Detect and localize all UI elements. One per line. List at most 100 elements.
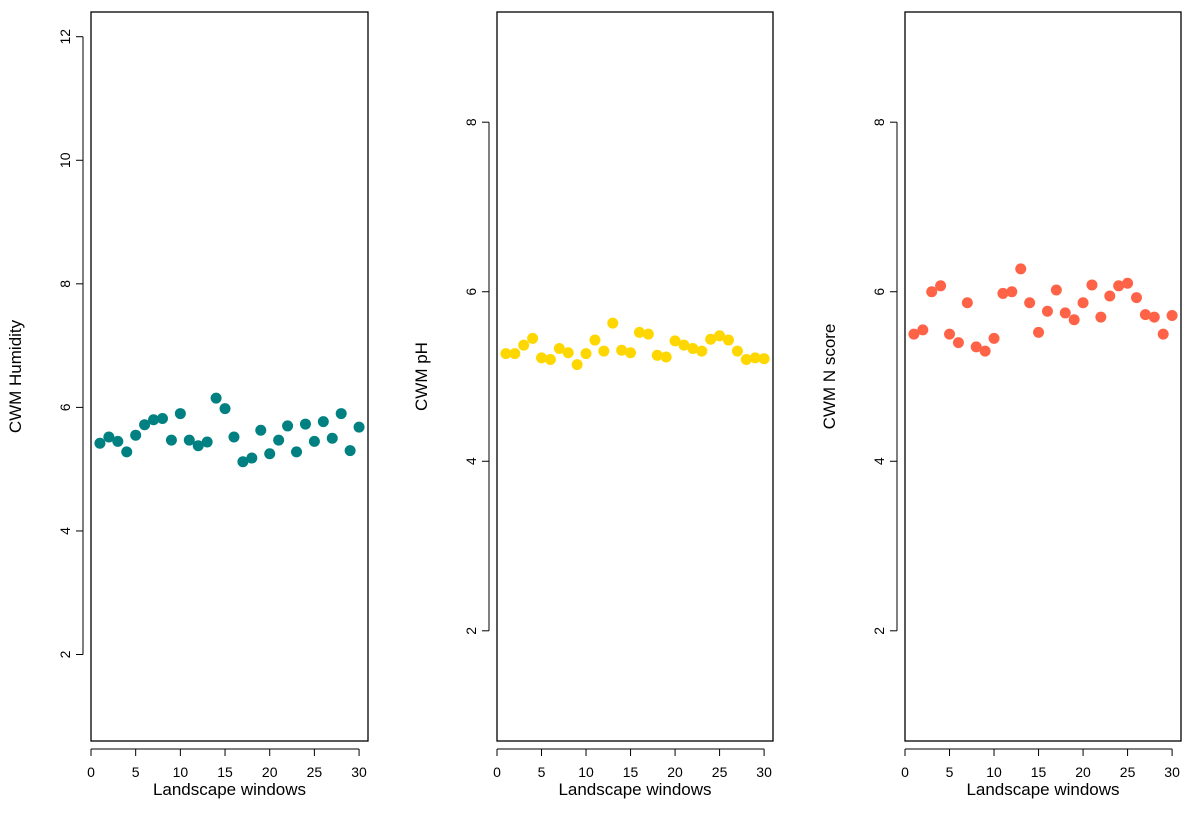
x-tick-label: 10 bbox=[986, 764, 1002, 780]
data-point bbox=[1041, 305, 1053, 317]
data-point bbox=[705, 333, 717, 345]
x-tick-label: 20 bbox=[1075, 764, 1091, 780]
data-point bbox=[651, 349, 663, 361]
x-tick-label: 25 bbox=[712, 764, 728, 780]
data-point bbox=[580, 348, 592, 360]
data-point bbox=[731, 345, 743, 357]
data-point bbox=[1077, 297, 1089, 309]
y-tick-label: 2 bbox=[57, 650, 73, 658]
x-tick-label: 15 bbox=[1031, 764, 1047, 780]
data-point bbox=[112, 435, 124, 447]
x-tick-label: 30 bbox=[756, 764, 772, 780]
data-point bbox=[544, 354, 556, 366]
data-point bbox=[997, 287, 1009, 299]
data-point bbox=[536, 352, 548, 364]
data-point bbox=[1015, 263, 1027, 275]
data-point bbox=[518, 339, 530, 351]
data-point bbox=[687, 343, 699, 355]
y-tick-label: 2 bbox=[871, 627, 887, 635]
data-point bbox=[228, 431, 240, 443]
data-point bbox=[1068, 314, 1080, 326]
x-tick-label: 10 bbox=[173, 764, 189, 780]
data-point bbox=[527, 332, 539, 344]
data-point bbox=[344, 445, 356, 457]
chart-panel-2: 0 5 10 15 20 25 30 2 4 6 8 Landscape windows CWM pH bbox=[412, 11, 774, 799]
data-point bbox=[299, 418, 311, 430]
data-point bbox=[1157, 328, 1169, 340]
y-tick-label: 6 bbox=[871, 288, 887, 296]
data-point bbox=[509, 348, 521, 360]
data-point bbox=[740, 354, 752, 366]
x-tick-label: 5 bbox=[946, 764, 954, 780]
data-point bbox=[1166, 309, 1178, 321]
data-point bbox=[237, 456, 249, 468]
data-point bbox=[607, 317, 619, 329]
y-tick-label: 6 bbox=[463, 288, 479, 296]
data-point bbox=[1006, 286, 1018, 298]
data-point bbox=[219, 403, 231, 415]
y-axis-title: CWM Humidity bbox=[6, 319, 25, 433]
x-tick-label: 0 bbox=[901, 764, 909, 780]
data-point bbox=[562, 347, 574, 359]
chart-panel-3: 0 5 10 15 20 25 30 2 4 6 8 Landscape windows CWM N s… bbox=[820, 11, 1182, 799]
data-point bbox=[952, 337, 964, 349]
x-axis-title: Landscape windows bbox=[558, 780, 711, 799]
data-point bbox=[156, 413, 168, 425]
data-point bbox=[130, 429, 142, 441]
data-point bbox=[1050, 284, 1062, 296]
x-tick-label: 25 bbox=[1120, 764, 1136, 780]
y-tick-label: 10 bbox=[57, 152, 73, 168]
x-tick-label: 15 bbox=[623, 764, 639, 780]
data-point bbox=[183, 434, 195, 446]
data-point bbox=[1139, 309, 1151, 321]
x-tick-label: 25 bbox=[307, 764, 323, 780]
data-point bbox=[1130, 292, 1142, 304]
data-point bbox=[165, 434, 177, 446]
data-point bbox=[1095, 311, 1107, 323]
y-tick-label: 4 bbox=[871, 457, 887, 465]
data-point bbox=[255, 424, 267, 436]
x-tick-label: 15 bbox=[217, 764, 233, 780]
data-point bbox=[935, 280, 947, 292]
data-point bbox=[1113, 280, 1125, 292]
data-point bbox=[616, 344, 628, 356]
x-axis-title: Landscape windows bbox=[153, 780, 306, 799]
x-tick-label: 20 bbox=[262, 764, 278, 780]
chart-panel-1: 0 5 10 15 20 25 30 2 4 6 8 10 12 Landscape windows CWM… bbox=[6, 11, 369, 799]
data-point bbox=[642, 328, 654, 340]
data-point bbox=[696, 345, 708, 357]
data-point bbox=[500, 348, 512, 360]
y-tick-label: 2 bbox=[463, 627, 479, 635]
y-tick-label: 4 bbox=[57, 527, 73, 535]
data-point bbox=[335, 408, 347, 420]
data-point bbox=[1148, 311, 1160, 323]
plot-frame bbox=[496, 11, 774, 742]
data-point bbox=[282, 420, 294, 432]
x-tick-label: 5 bbox=[538, 764, 546, 780]
data-point bbox=[273, 434, 285, 446]
x-tick-label: 5 bbox=[132, 764, 140, 780]
data-point bbox=[553, 343, 565, 355]
data-point bbox=[103, 431, 115, 443]
y-tick-label: 4 bbox=[463, 457, 479, 465]
data-point bbox=[598, 345, 610, 357]
y-axis-title: CWM N score bbox=[820, 324, 839, 430]
data-point bbox=[174, 408, 186, 420]
data-point bbox=[678, 339, 690, 351]
data-point bbox=[633, 326, 645, 338]
plot-frame bbox=[904, 11, 1182, 742]
data-point bbox=[722, 334, 734, 346]
data-point bbox=[714, 330, 726, 342]
x-axis-title: Landscape windows bbox=[966, 780, 1119, 799]
y-tick-label: 8 bbox=[57, 280, 73, 288]
data-point bbox=[353, 421, 365, 433]
data-point bbox=[1104, 290, 1116, 302]
y-tick-label: 8 bbox=[463, 118, 479, 126]
x-tick-label: 10 bbox=[578, 764, 594, 780]
data-point bbox=[308, 435, 320, 447]
data-point bbox=[139, 419, 151, 431]
data-point bbox=[979, 345, 991, 357]
data-point bbox=[1086, 279, 1098, 291]
data-point bbox=[908, 328, 920, 340]
